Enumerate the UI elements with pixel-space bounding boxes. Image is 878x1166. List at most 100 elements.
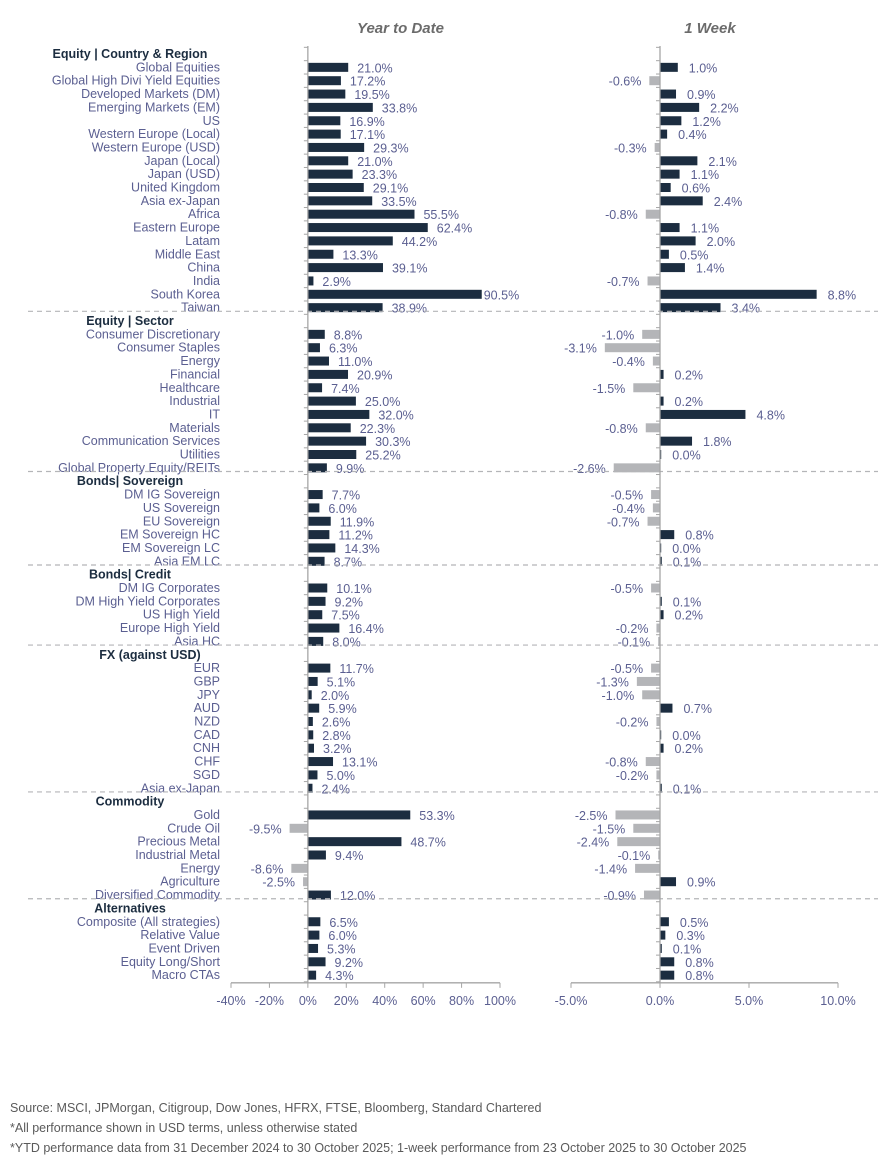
ytd-value-label: 11.2% xyxy=(338,529,373,543)
ytd-value-label: 19.5% xyxy=(354,88,389,102)
ytd-value-label: 48.7% xyxy=(410,836,445,850)
ytd-value-label: 6.0% xyxy=(328,929,357,943)
ytd-value-label: 38.9% xyxy=(392,302,427,316)
ytd-bar xyxy=(289,823,308,833)
week-value-label: -0.8% xyxy=(605,208,638,222)
row-label: Middle East xyxy=(155,247,221,261)
row-label: Taiwan xyxy=(181,301,220,315)
week-value-label: 2.2% xyxy=(710,101,739,115)
ytd-bar xyxy=(307,142,365,152)
week-bar xyxy=(660,102,700,112)
wk-x-tick-label: -5.0% xyxy=(555,994,588,1008)
ytd-x-tick-label: 60% xyxy=(411,994,436,1008)
ytd-bar xyxy=(307,703,320,713)
week-value-label: 0.2% xyxy=(675,742,704,756)
ytd-value-label: 20.9% xyxy=(357,368,392,382)
week-bar xyxy=(660,917,669,927)
ytd-value-label: 2.0% xyxy=(321,689,350,703)
section-header: Equity | Country & Region xyxy=(53,47,208,61)
week-bar xyxy=(660,116,682,126)
row-label: Western Europe (Local) xyxy=(88,127,220,141)
week-bar xyxy=(649,76,660,86)
week-value-label: 0.8% xyxy=(685,956,714,970)
ytd-value-label: 7.7% xyxy=(332,489,361,503)
week-bar xyxy=(660,783,662,793)
week-value-label: 0.2% xyxy=(675,609,704,623)
week-value-label: -1.5% xyxy=(593,382,626,396)
row-label: EM Sovereign HC xyxy=(120,528,220,542)
week-value-label: -0.4% xyxy=(612,502,645,516)
row-label: AUD xyxy=(194,701,220,715)
ytd-bar xyxy=(307,690,312,700)
section-header: Commodity xyxy=(96,795,165,809)
row-label: CHF xyxy=(194,755,220,769)
week-value-label: 0.8% xyxy=(685,969,714,983)
row-label: DM High Yield Corporates xyxy=(75,594,220,608)
ytd-x-tick-label: 20% xyxy=(334,994,359,1008)
week-bar xyxy=(642,329,660,339)
week-bar xyxy=(651,490,660,500)
week-bar xyxy=(633,383,660,393)
week-bar xyxy=(656,717,660,726)
ytd-value-label: 9.2% xyxy=(335,956,364,970)
week-value-label: -1.5% xyxy=(593,822,626,836)
ytd-value-label: 30.3% xyxy=(375,435,410,449)
week-bar xyxy=(660,396,664,406)
week-value-label: 1.1% xyxy=(691,168,720,182)
ytd-value-label: 17.2% xyxy=(350,75,385,89)
row-label: Crude Oil xyxy=(167,821,220,835)
row-label: Global High Divi Yield Equities xyxy=(52,74,220,88)
ytd-x-tick-label: 100% xyxy=(484,994,516,1008)
week-value-label: -0.6% xyxy=(609,75,642,89)
row-label: Western Europe (USD) xyxy=(92,140,220,154)
ytd-bar xyxy=(307,943,319,953)
week-bar xyxy=(643,890,660,900)
period-note: *YTD performance data from 31 December 2… xyxy=(10,1141,747,1155)
section-header: Alternatives xyxy=(94,901,166,915)
ytd-bar xyxy=(307,970,317,980)
row-label: Energy xyxy=(180,354,220,368)
week-value-label: -2.5% xyxy=(575,809,608,823)
ytd-value-label: 33.5% xyxy=(381,195,416,209)
row-label: Energy xyxy=(180,861,220,875)
ytd-value-label: 8.0% xyxy=(332,635,361,649)
week-bar xyxy=(660,236,696,246)
ytd-value-label: 17.1% xyxy=(350,128,385,142)
week-value-label: 0.1% xyxy=(673,782,702,796)
row-label: Healthcare xyxy=(160,381,220,395)
week-bar xyxy=(660,249,669,259)
week-bar xyxy=(617,837,660,847)
week-bar xyxy=(660,289,817,299)
section-header: Bonds| Sovereign xyxy=(77,474,183,488)
ytd-value-label: 62.4% xyxy=(437,222,472,236)
row-label: NZD xyxy=(194,715,220,729)
ytd-value-label: 5.3% xyxy=(327,942,356,956)
row-label: Japan (USD) xyxy=(148,167,220,181)
section-header: Equity | Sector xyxy=(86,314,174,328)
ytd-bar xyxy=(307,62,349,72)
week-bar xyxy=(660,89,677,99)
week-bar xyxy=(660,169,680,179)
ytd-bar xyxy=(307,116,341,126)
ytd-value-label: 44.2% xyxy=(402,235,437,249)
ytd-bar xyxy=(307,89,346,99)
row-label: CNH xyxy=(193,741,220,755)
row-label: SGD xyxy=(193,768,220,782)
week-bar xyxy=(660,183,671,192)
week-bar xyxy=(604,343,660,353)
ytd-bar xyxy=(307,503,320,513)
ytd-bar xyxy=(307,396,356,406)
week-value-label: 0.8% xyxy=(685,529,714,543)
ytd-bar xyxy=(307,409,370,419)
ytd-bar xyxy=(291,863,308,873)
ytd-bar xyxy=(307,623,340,633)
week-value-label: 1.1% xyxy=(691,222,720,236)
week-value-label: -0.2% xyxy=(616,716,649,730)
week-value-label: -0.7% xyxy=(607,275,640,289)
ytd-x-tick-label: 0% xyxy=(299,994,317,1008)
week-value-label: -0.4% xyxy=(612,355,645,369)
ytd-value-label: 5.0% xyxy=(326,769,355,783)
ytd-value-label: 25.2% xyxy=(365,449,400,463)
ytd-bar xyxy=(307,183,364,192)
ytd-value-label: 16.4% xyxy=(348,622,383,636)
